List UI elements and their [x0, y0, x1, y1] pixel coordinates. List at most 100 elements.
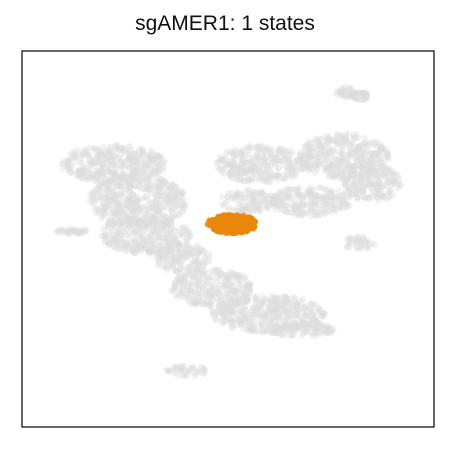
background-cell-point	[126, 243, 133, 251]
background-cell-point	[117, 175, 125, 182]
background-cell-point	[100, 205, 107, 212]
background-cell-point	[81, 146, 88, 154]
background-cell-point	[139, 167, 147, 174]
background-cell-point	[89, 173, 96, 180]
background-cell-point	[153, 188, 160, 195]
background-cell-point	[391, 178, 398, 185]
background-cell-point	[106, 176, 113, 183]
background-cell-point	[89, 159, 97, 167]
background-cell-point	[91, 173, 98, 181]
background-cell-point	[58, 160, 66, 168]
background-cell-point	[152, 166, 160, 173]
background-cell-point	[135, 242, 142, 249]
background-cell-point	[129, 207, 136, 215]
background-cell-point	[102, 155, 109, 163]
background-cell-point	[153, 229, 160, 236]
background-cell-point	[155, 163, 163, 170]
background-cell-point	[119, 245, 126, 253]
background-cell-point	[128, 154, 135, 162]
background-cell-point	[116, 220, 124, 228]
background-cell-point	[315, 162, 322, 170]
background-cell-point	[146, 200, 154, 208]
background-cell-point	[112, 183, 120, 190]
background-cell-point	[123, 186, 130, 193]
background-cell-point	[141, 162, 149, 170]
background-cell-point	[128, 171, 135, 178]
background-cell-point	[135, 160, 142, 168]
background-cell-point	[171, 194, 178, 201]
background-cell-point	[118, 172, 125, 179]
background-cell-point	[251, 153, 258, 161]
background-cell-point	[280, 332, 287, 339]
background-cell-point	[119, 198, 126, 206]
background-cell-point	[136, 179, 143, 187]
background-cell-point	[85, 156, 93, 163]
background-cell-point	[126, 185, 134, 193]
background-cell-point	[136, 168, 143, 175]
background-cell-point	[132, 156, 139, 163]
background-cell-point	[179, 208, 186, 215]
background-cell-point	[148, 248, 155, 255]
background-cell-point	[158, 204, 166, 211]
background-cell-point	[163, 237, 170, 244]
background-cell-point	[187, 368, 194, 375]
background-cell-point	[300, 318, 308, 326]
background-cell-point	[145, 160, 152, 168]
background-cell-point	[110, 184, 117, 191]
background-cell-point	[149, 205, 157, 212]
background-cell-point	[143, 179, 151, 187]
background-cell-point	[127, 155, 134, 163]
background-cell-point	[131, 220, 138, 227]
background-cell-point	[163, 238, 170, 245]
background-cell-point	[129, 242, 136, 250]
background-cell-point	[72, 158, 79, 165]
background-cell-point	[131, 237, 138, 244]
background-cell-point	[108, 157, 116, 164]
background-cell-point	[112, 196, 120, 203]
background-cell-point	[135, 195, 142, 202]
background-cell-point	[92, 144, 99, 152]
background-cell-point	[102, 155, 109, 162]
background-cell-point	[338, 135, 345, 142]
background-cell-point	[107, 239, 114, 247]
background-cell-point	[163, 219, 170, 226]
background-cell-point	[119, 144, 126, 152]
background-cell-point	[101, 148, 109, 155]
background-cell-point	[105, 239, 112, 247]
background-cell-point	[98, 166, 105, 174]
background-cell-point	[135, 202, 142, 209]
background-cell-point	[86, 166, 93, 173]
background-cell-point	[379, 183, 386, 191]
background-cell-point	[123, 202, 130, 209]
plot-frame	[21, 50, 435, 428]
background-cell-point	[129, 209, 136, 216]
background-cell-point	[180, 188, 187, 196]
background-cell-point	[190, 271, 197, 279]
background-cell-point	[118, 218, 125, 225]
background-cell-point	[110, 175, 117, 183]
background-cell-point	[158, 192, 165, 199]
background-cell-point	[163, 196, 171, 204]
background-cell-point	[117, 231, 125, 238]
background-cell-point	[279, 303, 287, 311]
background-cell-point	[172, 202, 179, 209]
background-cell-point	[167, 184, 175, 192]
background-cell-point	[146, 218, 153, 226]
background-cell-point	[95, 147, 103, 154]
background-cell-point	[194, 260, 201, 267]
background-cell-point	[228, 163, 236, 170]
background-cell-point	[308, 321, 315, 329]
background-cell-point	[105, 194, 112, 201]
background-cell-point	[97, 204, 104, 211]
background-cell-point	[225, 281, 233, 288]
background-cell-point	[88, 199, 96, 206]
background-cell-point	[98, 165, 106, 172]
background-cell-point	[182, 372, 189, 379]
background-cell-point	[160, 164, 168, 171]
background-cell-point	[101, 180, 109, 187]
background-cell-point	[90, 189, 98, 196]
background-cell-point	[105, 185, 112, 192]
background-cell-point	[126, 193, 133, 200]
background-cell-point	[79, 159, 86, 166]
background-cell-point	[225, 149, 232, 156]
